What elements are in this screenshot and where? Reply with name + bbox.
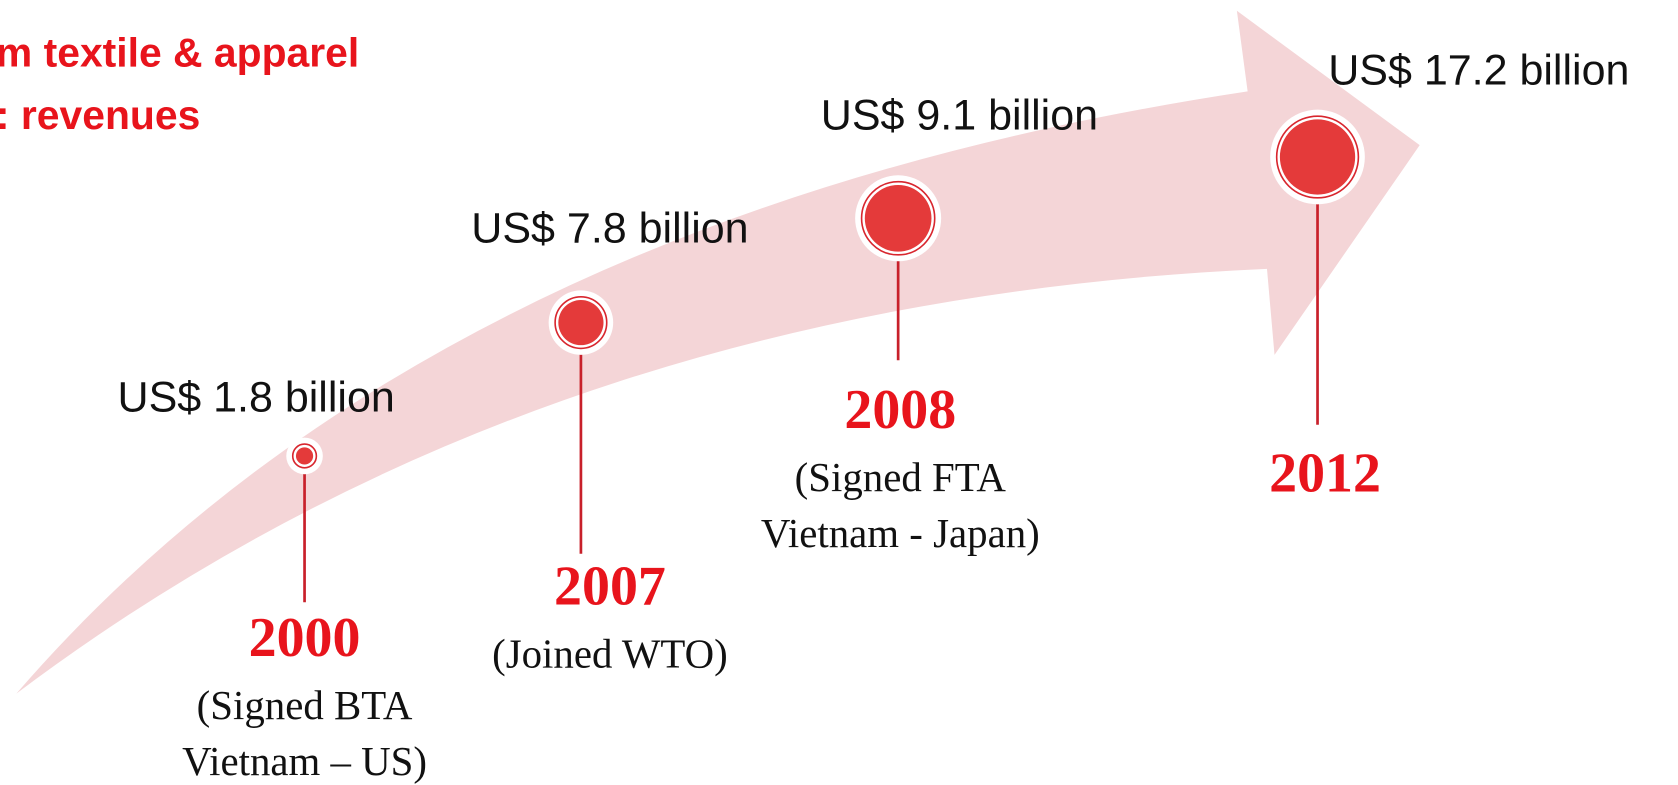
value-label: US$ 1.8 billion (118, 373, 395, 421)
description: Vietnam - Japan) (761, 511, 1040, 556)
marker (864, 184, 932, 252)
year-label: 2000 (249, 607, 361, 669)
value-label: US$ 17.2 billion (1328, 46, 1629, 94)
year-label: 2008 (844, 379, 956, 441)
marker-outline (554, 295, 608, 350)
marker (558, 300, 604, 346)
description: Vietnam – US) (182, 739, 427, 784)
value-label: US$ 9.1 billion (821, 92, 1098, 140)
description: (Signed FTA (795, 455, 1007, 500)
title-line: : revenues (0, 92, 200, 138)
title-line: m textile & apparel (0, 30, 359, 76)
year-label: 2007 (554, 555, 666, 617)
arrow (16, 10, 1420, 694)
year-label: 2012 (1269, 442, 1381, 504)
description: (Signed BTA (197, 683, 413, 728)
marker (295, 447, 314, 465)
marker-outline (291, 443, 318, 469)
description: (Joined WTO) (492, 631, 728, 676)
marker-outline (860, 180, 936, 256)
marker-outline (1275, 115, 1360, 199)
value-label: US$ 7.8 billion (471, 205, 748, 253)
marker (1279, 119, 1356, 195)
